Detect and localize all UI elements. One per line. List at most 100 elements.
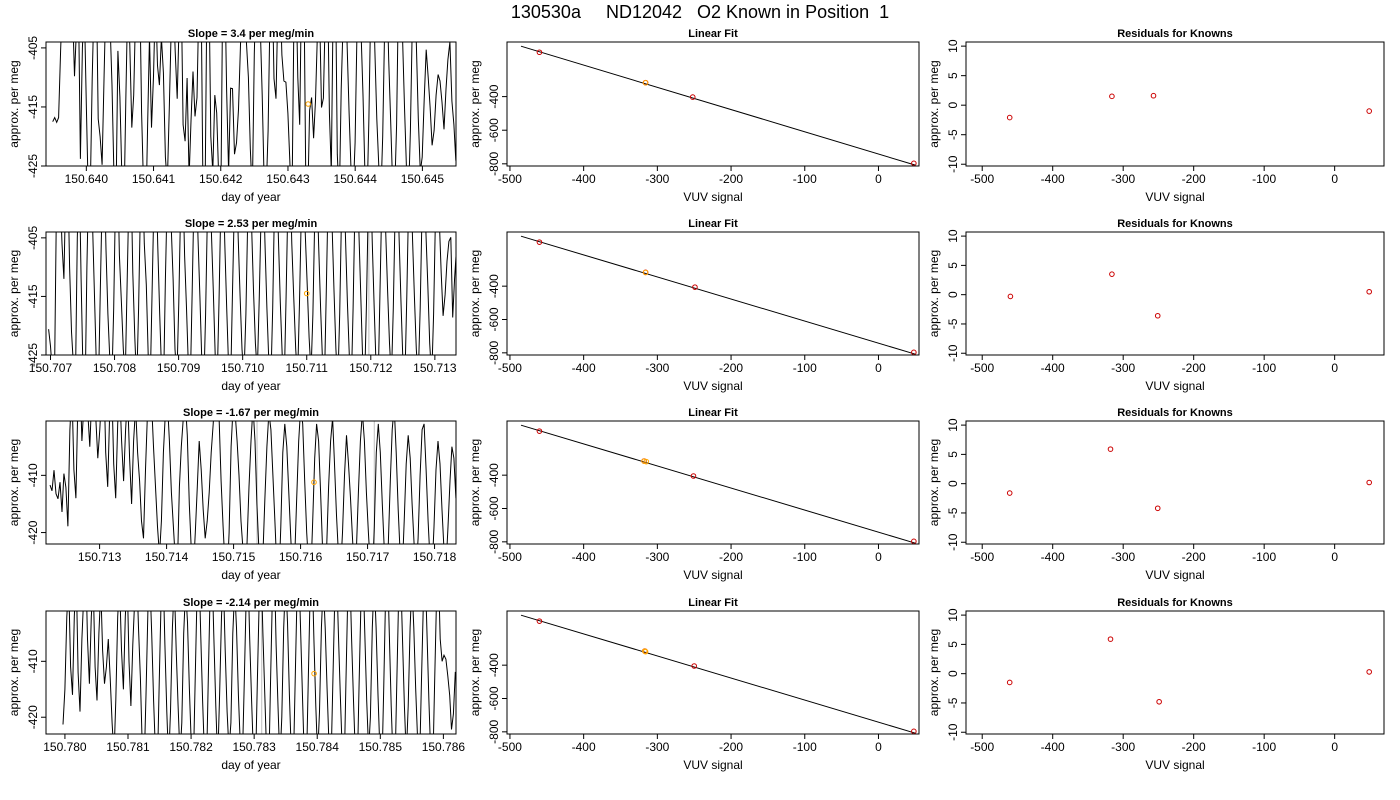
data-point xyxy=(1006,679,1013,686)
x-axis-label: VUV signal xyxy=(1145,190,1204,204)
x-tick-label: -100 xyxy=(793,740,817,754)
plot-content xyxy=(520,424,917,544)
plot-content xyxy=(1007,271,1372,319)
y-axis-label: approx. per meg xyxy=(7,250,21,337)
x-tick-label: 150.717 xyxy=(346,550,390,564)
x-tick-label: 150.708 xyxy=(93,361,137,375)
y-tick-label: -420 xyxy=(26,705,40,729)
y-tick-label: -800 xyxy=(487,151,501,175)
x-axis-label: VUV signal xyxy=(1145,568,1204,582)
data-point xyxy=(691,663,698,669)
x-tick-label: -200 xyxy=(1182,361,1206,375)
panel-title: Linear Fit xyxy=(688,218,738,230)
y-tick-label: 5 xyxy=(946,641,960,648)
data-point xyxy=(305,101,311,107)
plot-content xyxy=(1006,636,1372,705)
x-axis-label: VUV signal xyxy=(683,190,742,204)
plot-frame xyxy=(506,610,920,735)
x-tick-label: 150.718 xyxy=(413,550,457,564)
x-tick-label: 0 xyxy=(875,550,882,564)
data-point xyxy=(1154,505,1161,512)
x-tick-label: -100 xyxy=(793,172,817,186)
y-tick-label: -410 xyxy=(26,649,40,673)
y-tick-label: 10 xyxy=(946,608,960,622)
y-axis-label: approx. per meg xyxy=(7,60,21,147)
fit-line xyxy=(520,614,916,734)
x-tick-label: 0 xyxy=(1331,361,1338,375)
x-tick-label: 150.783 xyxy=(232,740,276,754)
data-point xyxy=(641,458,647,464)
y-tick-label: -5 xyxy=(946,697,960,708)
data-trace xyxy=(48,232,456,355)
x-tick-label: -200 xyxy=(1182,172,1206,186)
data-point xyxy=(1006,114,1013,121)
y-axis-label: approx. per meg xyxy=(927,60,941,147)
fit-line xyxy=(520,424,916,544)
y-tick-label: -400 xyxy=(487,463,501,487)
x-tick-label: 0 xyxy=(875,740,882,754)
x-tick-label: 150.645 xyxy=(401,172,445,186)
x-tick-label: -300 xyxy=(1111,172,1135,186)
y-tick-label: 5 xyxy=(946,451,960,458)
plot-content xyxy=(1006,446,1372,512)
x-tick-label: -200 xyxy=(719,550,743,564)
x-tick-label: 0 xyxy=(1331,550,1338,564)
y-axis-label: approx. per meg xyxy=(7,439,21,526)
x-tick-label: -400 xyxy=(1041,550,1065,564)
plot-frame xyxy=(45,231,457,356)
data-point xyxy=(1156,698,1162,705)
y-tick-label: -5 xyxy=(946,318,960,329)
panel-6: Residuals for Knowns-500 -400 -300 -200 -100… xyxy=(927,218,1385,393)
plot-content xyxy=(520,45,917,166)
panel-title: Slope = -1.67 per meg/min xyxy=(183,407,319,419)
panel-title: Linear Fit xyxy=(688,407,738,419)
y-tick-label: -405 xyxy=(26,36,40,60)
panel-5: Linear Fit -500 -400 -300 -200 -100 0 -400 -600 -… xyxy=(468,218,920,393)
plot-frame xyxy=(506,41,920,167)
data-trace xyxy=(52,42,456,166)
y-tick-label: -800 xyxy=(487,341,501,365)
y-tick-label: -400 xyxy=(487,274,501,298)
x-tick-label: -300 xyxy=(645,361,669,375)
y-tick-label: -5 xyxy=(946,129,960,140)
panel-title: Residuals for Knowns xyxy=(1117,407,1233,419)
x-tick-label: -300 xyxy=(1111,361,1135,375)
y-tick-label: 5 xyxy=(946,262,960,269)
panel-4: Slope = 2.53 per meg/min 150.707 150.708 15… xyxy=(7,218,457,393)
x-tick-label: 150.641 xyxy=(132,172,176,186)
x-tick-label: 150.785 xyxy=(359,740,403,754)
x-tick-label: -500 xyxy=(970,740,994,754)
y-axis-label: approx. per meg xyxy=(468,439,482,526)
panel-title: Slope = -2.14 per meg/min xyxy=(183,597,319,609)
data-point xyxy=(1366,669,1372,675)
x-tick-label: 150.780 xyxy=(43,740,87,754)
data-point xyxy=(1006,490,1013,496)
x-tick-label: -100 xyxy=(793,550,817,564)
x-tick-label: -300 xyxy=(645,550,669,564)
data-point xyxy=(1109,93,1115,100)
y-tick-label: -800 xyxy=(487,720,501,744)
y-tick-label: 10 xyxy=(946,418,960,432)
panel-10: Slope = -2.14 per meg/min 150.780 150.781 1… xyxy=(7,597,465,772)
x-tick-label: -400 xyxy=(1041,740,1065,754)
x-tick-label: -100 xyxy=(1252,172,1276,186)
y-tick-label: -10 xyxy=(946,155,960,173)
fit-line xyxy=(520,235,916,355)
panel-title: Slope = 2.53 per meg/min xyxy=(185,218,318,230)
y-tick-label: -405 xyxy=(26,226,40,250)
x-tick-label: -400 xyxy=(572,740,596,754)
y-tick-label: -425 xyxy=(26,154,40,178)
y-tick-label: -5 xyxy=(946,507,960,518)
panel-title: Residuals for Knowns xyxy=(1117,28,1233,40)
y-axis-label: approx. per meg xyxy=(927,439,941,526)
x-axis-label: VUV signal xyxy=(1145,758,1204,772)
y-tick-label: -600 xyxy=(487,118,501,142)
x-tick-label: -200 xyxy=(719,172,743,186)
panel-8: Linear Fit -500 -400 -300 -200 -100 0 -400 -600 -… xyxy=(468,407,920,582)
data-point xyxy=(692,284,698,290)
fit-line xyxy=(520,45,916,166)
x-axis-label: VUV signal xyxy=(1145,379,1204,393)
x-tick-label: 150.782 xyxy=(169,740,213,754)
y-tick-label: -10 xyxy=(946,533,960,551)
